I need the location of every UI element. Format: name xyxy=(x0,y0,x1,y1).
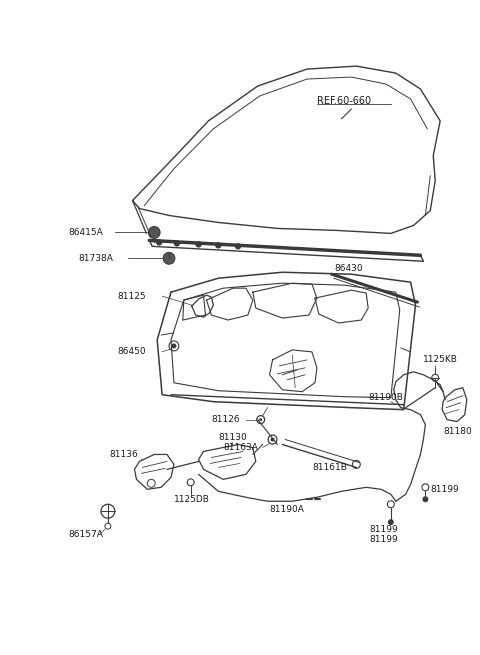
Circle shape xyxy=(196,242,201,247)
Text: 81163A: 81163A xyxy=(223,443,258,452)
Circle shape xyxy=(148,227,160,238)
Text: 81136: 81136 xyxy=(110,450,139,459)
Text: 86157A: 86157A xyxy=(69,530,103,538)
Circle shape xyxy=(388,519,394,525)
Text: 1125DB: 1125DB xyxy=(174,495,210,504)
Text: 81190B: 81190B xyxy=(368,393,403,402)
Circle shape xyxy=(216,243,221,248)
Circle shape xyxy=(259,418,262,421)
Text: 81738A: 81738A xyxy=(78,253,113,263)
Text: 81199: 81199 xyxy=(430,485,459,494)
Circle shape xyxy=(271,438,275,441)
Text: 1125KB: 1125KB xyxy=(423,356,458,364)
Text: 81180: 81180 xyxy=(443,427,472,436)
Text: 81125: 81125 xyxy=(118,291,146,301)
Text: 81190A: 81190A xyxy=(270,505,304,514)
Circle shape xyxy=(163,252,175,264)
Text: 81199: 81199 xyxy=(370,534,398,544)
Text: 86415A: 86415A xyxy=(69,228,103,237)
Text: 86450: 86450 xyxy=(118,347,146,356)
Circle shape xyxy=(156,240,162,245)
Circle shape xyxy=(422,496,428,502)
Text: 86430: 86430 xyxy=(335,264,363,272)
Text: 81130: 81130 xyxy=(218,433,247,442)
Text: 81126: 81126 xyxy=(211,415,240,424)
Circle shape xyxy=(171,343,177,348)
Text: REF.60-660: REF.60-660 xyxy=(317,96,371,106)
Circle shape xyxy=(174,241,180,246)
Text: 81199: 81199 xyxy=(370,525,398,534)
Text: 81161B: 81161B xyxy=(312,463,347,472)
Circle shape xyxy=(236,244,240,249)
